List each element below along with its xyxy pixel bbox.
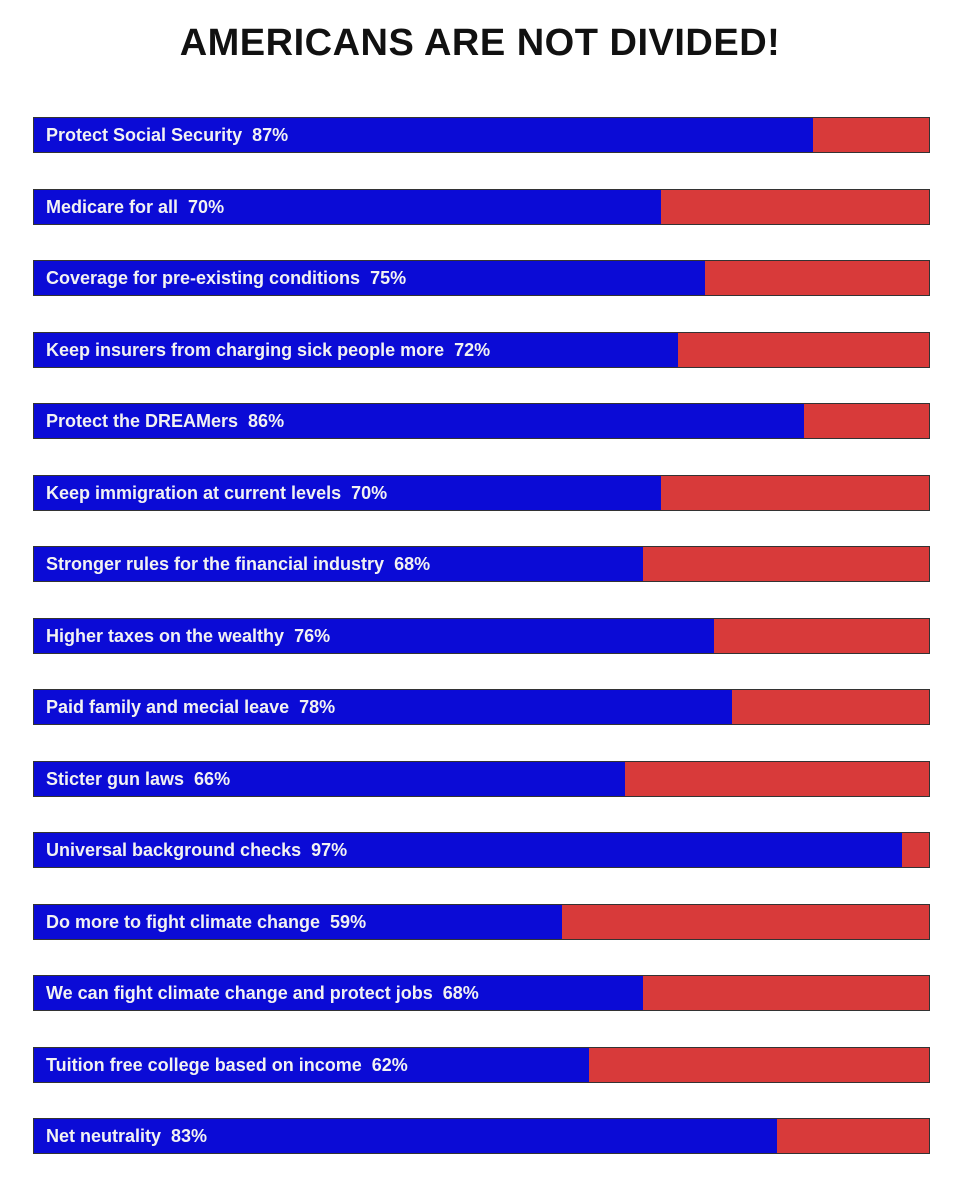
category-label: Tuition free college based on income: [46, 1054, 362, 1075]
category-label: Paid family and mecial leave: [46, 697, 290, 717]
category-label: Sticter gun laws: [46, 768, 185, 789]
bar-row: Sticter gun laws 66%: [33, 760, 930, 797]
bar-row: Protect the DREAMers 86%: [33, 403, 930, 439]
bar-row: Universal background checks 97%: [33, 832, 930, 868]
bar-support-fill: [34, 690, 733, 724]
bar-row: Paid family and mecial leave 78%: [33, 689, 930, 725]
value-label: 78%: [289, 697, 336, 717]
bar-label: Protect the DREAMers 86%: [46, 404, 284, 439]
value-label: 87%: [242, 125, 289, 145]
value-label: 76%: [284, 625, 331, 646]
bar-support-fill: [34, 118, 813, 152]
value-label: 68%: [432, 983, 479, 1003]
bar-row: Keep insurers from charging sick people …: [33, 331, 930, 368]
bar-support-fill: [34, 475, 661, 510]
value-label: 59%: [320, 911, 367, 932]
category-label: Coverage for pre-existing conditions: [46, 268, 361, 288]
bar-label: Protect Social Security 87%: [46, 118, 288, 153]
bar-row: We can fight climate change and protect …: [33, 975, 930, 1011]
bar-label: Higher taxes on the wealthy 76%: [46, 619, 330, 654]
category-label: Universal background checks: [46, 840, 302, 860]
bar-label: Stronger rules for the financial industr…: [46, 547, 430, 582]
category-label: Protect the DREAMers: [46, 411, 239, 431]
category-label: Do more to fight climate change: [46, 911, 321, 932]
value-label: 75%: [360, 268, 407, 288]
value-label: 70%: [341, 482, 388, 503]
bar-label: Paid family and mecial leave 78%: [46, 690, 335, 725]
bar-row: Do more to fight climate change 59%: [33, 903, 930, 940]
bar-label: Coverage for pre-existing conditions 75%: [46, 261, 406, 296]
bar-label: Keep insurers from charging sick people …: [46, 333, 490, 368]
bar-row: Stronger rules for the financial industr…: [33, 546, 930, 582]
bar-label: Medicare for all 70%: [46, 190, 224, 225]
bar-label: Do more to fight climate change 59%: [46, 905, 366, 940]
bar-support-fill: [34, 547, 643, 581]
bar-support-fill: [34, 261, 706, 295]
chart-title: AMERICANS ARE NOT DIVIDED!: [179, 22, 781, 64]
bar-label: Sticter gun laws 66%: [46, 762, 230, 797]
category-label: Protect Social Security: [46, 125, 243, 145]
value-label: 62%: [361, 1054, 408, 1075]
bar-row: Protect Social Security 87%: [33, 117, 930, 153]
bar-row: Higher taxes on the wealthy 76%: [33, 617, 930, 654]
bar-row: Net neutrality 83%: [33, 1118, 930, 1154]
bar-label: Keep immigration at current levels 70%: [46, 476, 387, 511]
value-label: 72%: [444, 339, 491, 360]
bar-label: We can fight climate change and protect …: [46, 976, 479, 1011]
value-label: 83%: [161, 1126, 208, 1146]
category-label: Net neutrality: [46, 1126, 162, 1146]
value-label: 86%: [238, 411, 285, 431]
bar-support-fill: [34, 404, 804, 438]
category-label: Stronger rules for the financial industr…: [46, 554, 385, 574]
bar-support-fill: [34, 976, 643, 1010]
value-label: 97%: [301, 840, 348, 860]
category-label: We can fight climate change and protect …: [46, 983, 433, 1003]
bar-support-fill: [34, 904, 563, 939]
bar-label: Tuition free college based on income 62%: [46, 1048, 408, 1083]
bar-support-fill: [34, 618, 715, 653]
bar-row: Tuition free college based on income 62%: [33, 1046, 930, 1083]
bar-label: Universal background checks 97%: [46, 833, 347, 868]
bar-support-fill: [34, 189, 661, 224]
value-label: 68%: [384, 554, 431, 574]
bar-row: Coverage for pre-existing conditions 75%: [33, 260, 930, 296]
bar-support-fill: [34, 761, 625, 796]
bar-support-fill: [34, 833, 903, 867]
bar-row: Keep immigration at current levels 70%: [33, 474, 930, 511]
bar-row: Medicare for all 70%: [33, 188, 930, 225]
category-label: Keep immigration at current levels: [46, 482, 342, 503]
bar-support-fill: [34, 1047, 589, 1082]
bar-support-fill: [34, 1119, 777, 1153]
bar-label: Net neutrality 83%: [46, 1119, 207, 1154]
bar-support-fill: [34, 332, 679, 367]
category-label: Higher taxes on the wealthy: [46, 625, 285, 646]
value-label: 66%: [184, 768, 231, 789]
value-label: 70%: [178, 196, 225, 217]
category-label: Keep insurers from charging sick people …: [46, 339, 445, 360]
category-label: Medicare for all: [46, 196, 179, 217]
